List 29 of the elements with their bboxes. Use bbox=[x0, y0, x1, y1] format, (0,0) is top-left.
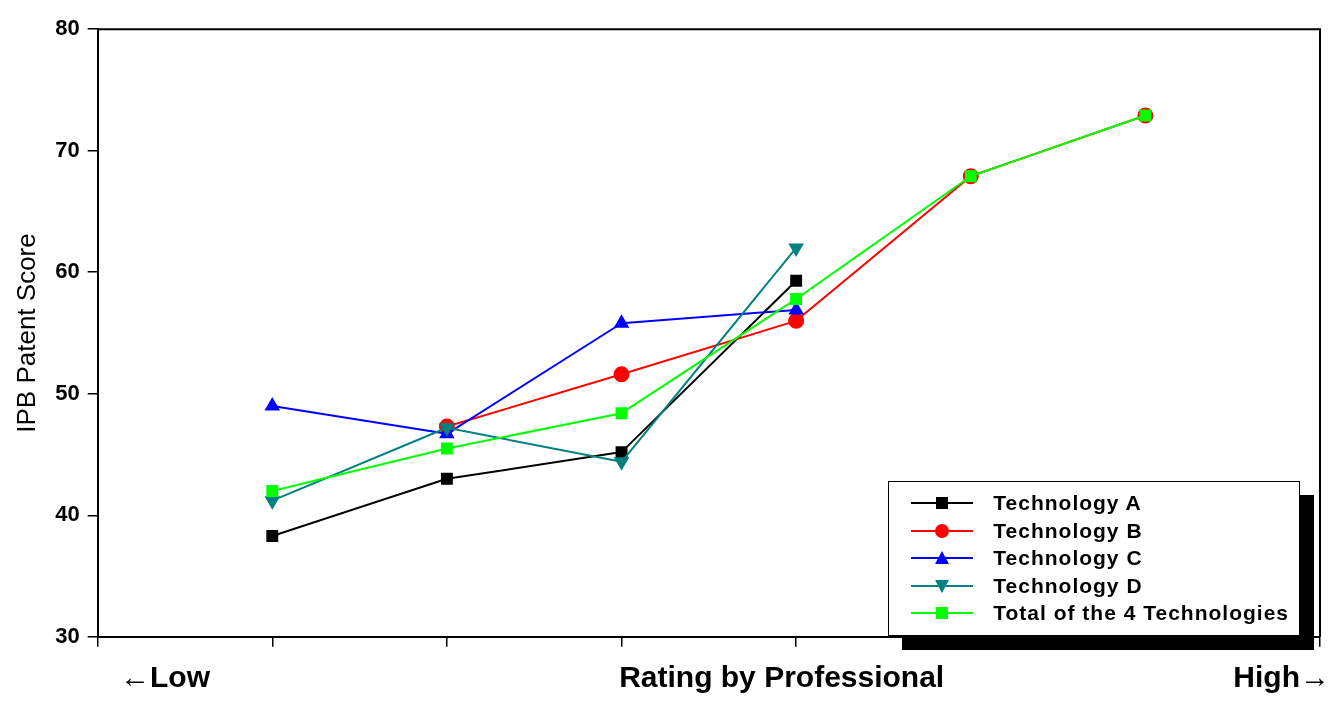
point bbox=[440, 472, 453, 485]
point bbox=[614, 315, 629, 328]
y-tick-label: 70 bbox=[55, 136, 80, 162]
point bbox=[788, 312, 805, 329]
point bbox=[615, 407, 628, 420]
legend-label: Total of the 4 Technologies bbox=[993, 601, 1289, 626]
point bbox=[790, 293, 803, 305]
y-tick-label: 40 bbox=[55, 501, 80, 527]
y-axis-title: IPB Patent Score bbox=[10, 233, 41, 433]
point bbox=[440, 442, 453, 455]
y-tick-label: 80 bbox=[55, 15, 80, 41]
text: High→ bbox=[1233, 660, 1330, 694]
point bbox=[613, 366, 630, 383]
text: ←Low bbox=[120, 660, 210, 694]
point bbox=[265, 496, 280, 509]
point bbox=[265, 397, 280, 411]
y-tick-label: 30 bbox=[55, 622, 80, 648]
x-axis-title: Rating by Professional bbox=[619, 660, 945, 694]
legend-label: Technology C bbox=[993, 546, 1143, 571]
y-tick-label: 50 bbox=[55, 379, 80, 405]
legend-label: Technology B bbox=[993, 518, 1143, 543]
legend-label: Technology D bbox=[993, 573, 1143, 598]
point bbox=[614, 457, 629, 470]
point bbox=[266, 485, 279, 497]
legend-label: Technology A bbox=[993, 491, 1142, 516]
point bbox=[266, 529, 279, 542]
y-tick-label: 60 bbox=[55, 258, 80, 284]
point bbox=[790, 274, 803, 287]
point bbox=[789, 243, 804, 256]
